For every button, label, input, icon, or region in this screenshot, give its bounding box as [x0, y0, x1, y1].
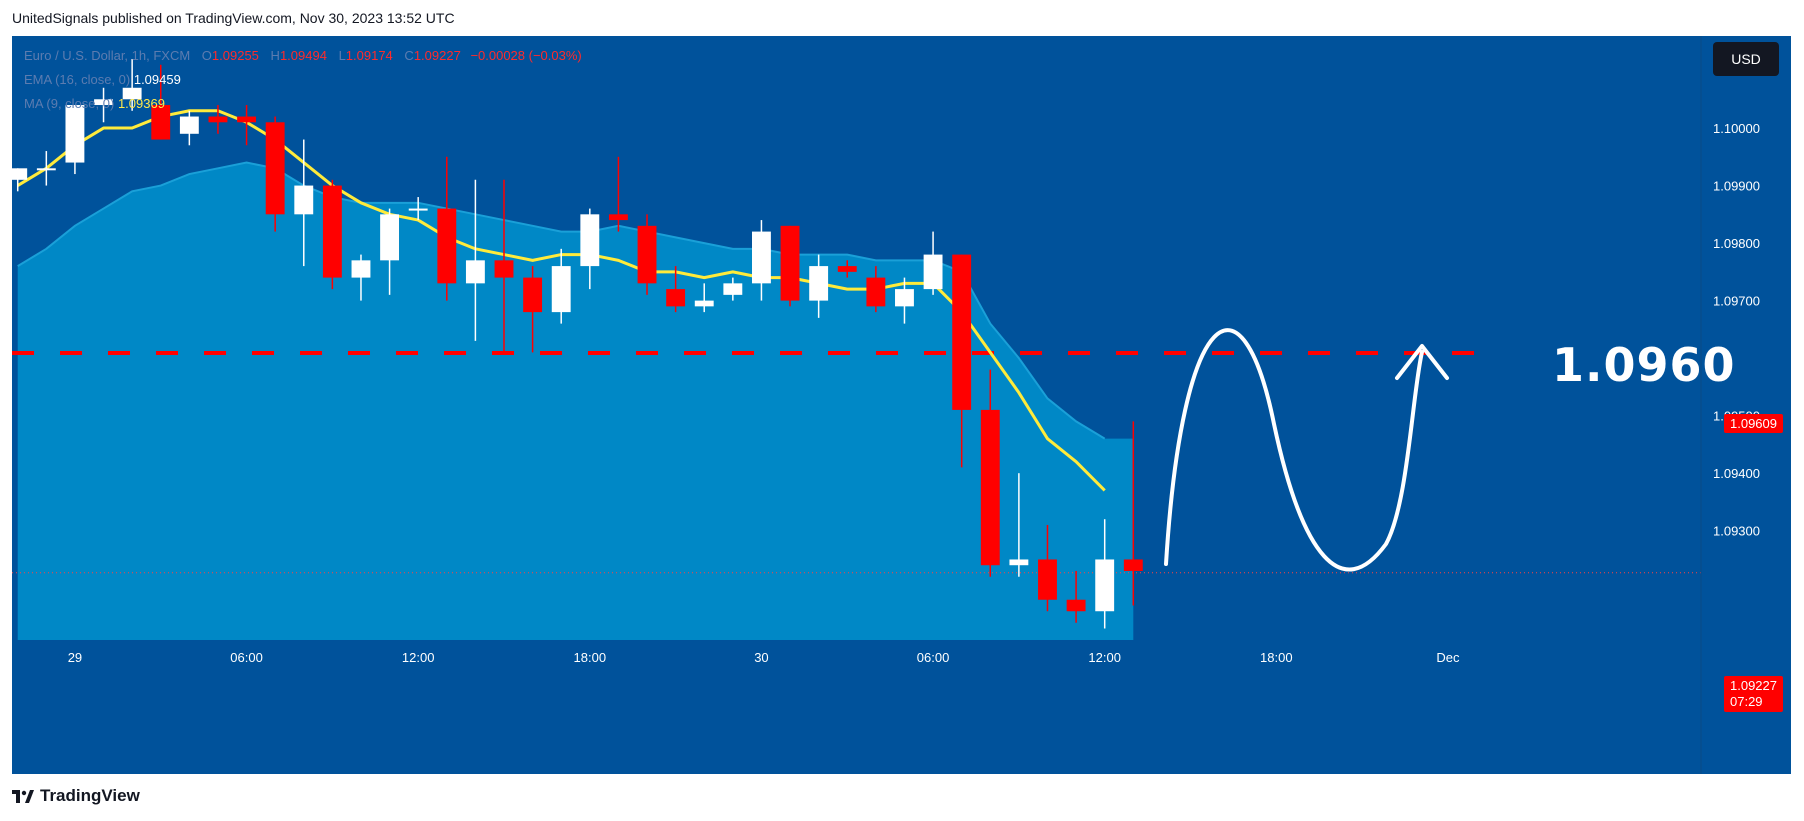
bear-candle[interactable]	[980, 409, 1000, 566]
open-value: 1.09255	[211, 48, 259, 63]
bull-candle[interactable]	[12, 168, 28, 180]
x-tick-label: Dec	[1436, 650, 1460, 665]
bull-candle[interactable]	[895, 289, 914, 307]
bear-candle[interactable]	[837, 266, 857, 272]
currency-button[interactable]: USD	[1713, 42, 1779, 76]
x-tick-label: 18:00	[574, 650, 607, 665]
bull-candle[interactable]	[923, 254, 943, 290]
publish-info: UnitedSignals published on TradingView.c…	[12, 10, 455, 26]
ema-legend[interactable]: EMA (16, close, 0) 1.09459	[24, 72, 181, 87]
y-tick-label: 1.09800	[1713, 236, 1760, 251]
bull-candle[interactable]	[465, 260, 485, 284]
ema-label: EMA (16, close, 0)	[24, 72, 131, 87]
y-tick-label: 1.09700	[1713, 294, 1760, 309]
x-tick-label: 06:00	[917, 650, 950, 665]
bear-candle[interactable]	[437, 208, 457, 284]
forecast-arrow-head-icon	[1395, 344, 1449, 380]
ema-area	[17, 162, 1134, 641]
open-label: O	[201, 48, 212, 63]
target-annotation-text: 1.0960	[1552, 338, 1736, 392]
change-value: −0.00028 (−0.03%)	[470, 48, 582, 63]
y-tick-label: 1.09400	[1713, 466, 1760, 481]
y-tick-label: 1.10000	[1713, 121, 1760, 136]
low-label: L	[338, 48, 346, 63]
tradingview-logo-icon	[12, 789, 34, 803]
x-tick-label: 12:00	[402, 650, 435, 665]
bull-candle[interactable]	[294, 185, 314, 215]
bear-candle[interactable]	[237, 116, 256, 123]
ma-value: 1.09369	[117, 96, 165, 111]
bull-candle[interactable]	[94, 99, 113, 106]
high-label: H	[270, 48, 280, 63]
y-tick-label: 1.09900	[1713, 179, 1760, 194]
bar-countdown: 07:29	[1730, 694, 1763, 709]
bear-candle[interactable]	[608, 214, 628, 221]
bear-candle[interactable]	[1123, 559, 1143, 571]
last-price-tag: 1.09227 07:29	[1724, 676, 1783, 712]
bear-candle[interactable]	[666, 289, 686, 307]
bull-candle[interactable]	[408, 208, 428, 211]
chart-panel[interactable]: 29 06:00 12:00 18:00 30 06:00 12:00 18:00 Dec 1.1…	[12, 36, 1791, 774]
bull-candle[interactable]	[179, 116, 199, 134]
bull-candle[interactable]	[809, 266, 829, 301]
bull-candle[interactable]	[122, 87, 142, 100]
bull-candle[interactable]	[1009, 559, 1029, 566]
last-price-value: 1.09227	[1730, 678, 1777, 693]
x-tick-label: 29	[68, 650, 82, 665]
bear-candle[interactable]	[265, 122, 285, 215]
close-value: 1.09227	[413, 48, 461, 63]
ma-legend[interactable]: MA (9, close, 0) 1.09369	[24, 96, 165, 111]
bull-candle[interactable]	[694, 300, 714, 307]
bear-candle[interactable]	[780, 225, 800, 301]
bear-candle[interactable]	[494, 260, 514, 278]
bull-candle[interactable]	[551, 266, 571, 313]
bull-candle[interactable]	[36, 168, 56, 171]
low-value: 1.09174	[345, 48, 393, 63]
bear-candle[interactable]	[322, 185, 342, 278]
close-label: C	[404, 48, 414, 63]
bear-candle[interactable]	[952, 254, 972, 410]
bear-candle[interactable]	[866, 277, 886, 307]
x-tick-label: 12:00	[1088, 650, 1121, 665]
ema-value: 1.09459	[133, 72, 181, 87]
bull-candle[interactable]	[65, 105, 85, 163]
y-tick-label: 1.09300	[1713, 524, 1760, 539]
symbol-legend: Euro / U.S. Dollar, 1h, FXCM O1.09255 H1…	[24, 48, 582, 63]
bull-candle[interactable]	[752, 231, 771, 284]
bull-candle[interactable]	[380, 214, 400, 261]
bear-candle[interactable]	[208, 116, 228, 123]
brand-name: TradingView	[40, 786, 140, 805]
ema-line	[17, 161, 1106, 440]
high-value: 1.09494	[279, 48, 327, 63]
target-price-tag: 1.09609	[1724, 414, 1783, 433]
chart-canvas[interactable]: 29 06:00 12:00 18:00 30 06:00 12:00 18:00 Dec 1.1…	[12, 36, 1791, 774]
forecast-arrow-path	[1164, 328, 1424, 572]
x-tick-label: 30	[754, 650, 768, 665]
bear-candle[interactable]	[1038, 559, 1057, 600]
bear-candle[interactable]	[151, 105, 171, 140]
ma-label: MA (9, close, 0)	[24, 96, 115, 111]
x-tick-label: 18:00	[1260, 650, 1293, 665]
bull-candle[interactable]	[580, 214, 600, 267]
bull-candle[interactable]	[723, 283, 743, 295]
tradingview-logo[interactable]: TradingView	[12, 786, 140, 806]
bull-candle[interactable]	[351, 260, 371, 278]
time-axis[interactable]	[12, 640, 1488, 674]
symbol-title[interactable]: Euro / U.S. Dollar, 1h, FXCM	[24, 48, 191, 63]
bear-candle[interactable]	[637, 225, 657, 284]
bull-candle[interactable]	[1095, 559, 1115, 612]
x-tick-label: 06:00	[230, 650, 263, 665]
bear-candle[interactable]	[1066, 599, 1086, 612]
bear-candle[interactable]	[523, 277, 543, 313]
